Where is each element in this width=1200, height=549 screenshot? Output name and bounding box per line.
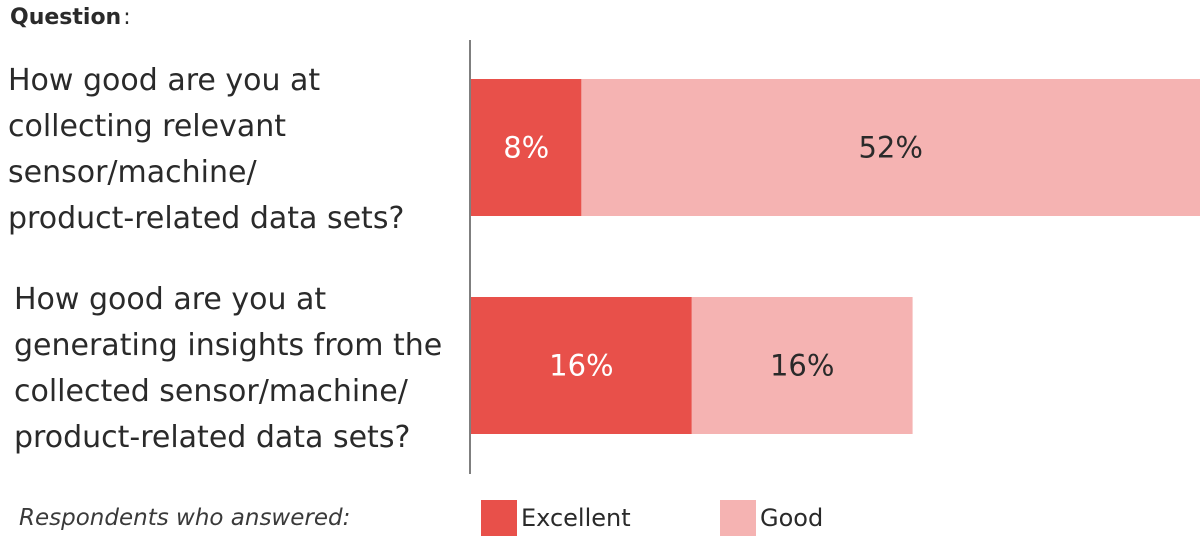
question-1-line-4: product-related data sets?: [8, 201, 405, 236]
data-label-q2-good: 16%: [770, 349, 834, 383]
legend-item-good: Good: [720, 499, 823, 537]
question-2-line-3: collected sensor/machine/: [14, 374, 408, 409]
legend-caption: Respondents who answered:: [19, 505, 351, 531]
question-1-line-3: sensor/machine/: [8, 155, 257, 190]
question-1-text: How good are you at collecting relevant …: [8, 58, 404, 242]
question-heading: Question:: [10, 5, 131, 30]
bar-q1-excellent: [471, 79, 582, 216]
bar-q2-good: [691, 297, 913, 434]
question-heading-text: Question: [10, 5, 122, 30]
data-label-q1-excellent: 8%: [503, 131, 549, 165]
bar-q2-excellent: [471, 297, 692, 434]
legend-item-excellent: Excellent: [481, 499, 631, 537]
bars-group: 8% 52% 16% 16%: [471, 79, 1200, 434]
question-2-line-4: product-related data sets?: [14, 420, 411, 455]
data-label-q1-good: 52%: [858, 131, 922, 165]
question-2-line-2: generating insights from the: [14, 328, 443, 363]
question-2-line-1: How good are you at: [14, 282, 327, 317]
bar-q1-good: [581, 79, 1200, 216]
question-2-text: How good are you at generating insights …: [14, 277, 442, 461]
legend-label-good: Good: [760, 504, 824, 532]
legend-swatch-excellent: [481, 500, 517, 536]
question-1-line-1: How good are you at: [8, 63, 321, 98]
legend-swatch-good: [720, 500, 756, 536]
legend-label-excellent: Excellent: [521, 504, 631, 532]
question-1-line-2: collecting relevant: [8, 109, 286, 144]
data-label-q2-excellent: 16%: [549, 349, 613, 383]
question-heading-colon: :: [123, 5, 131, 30]
